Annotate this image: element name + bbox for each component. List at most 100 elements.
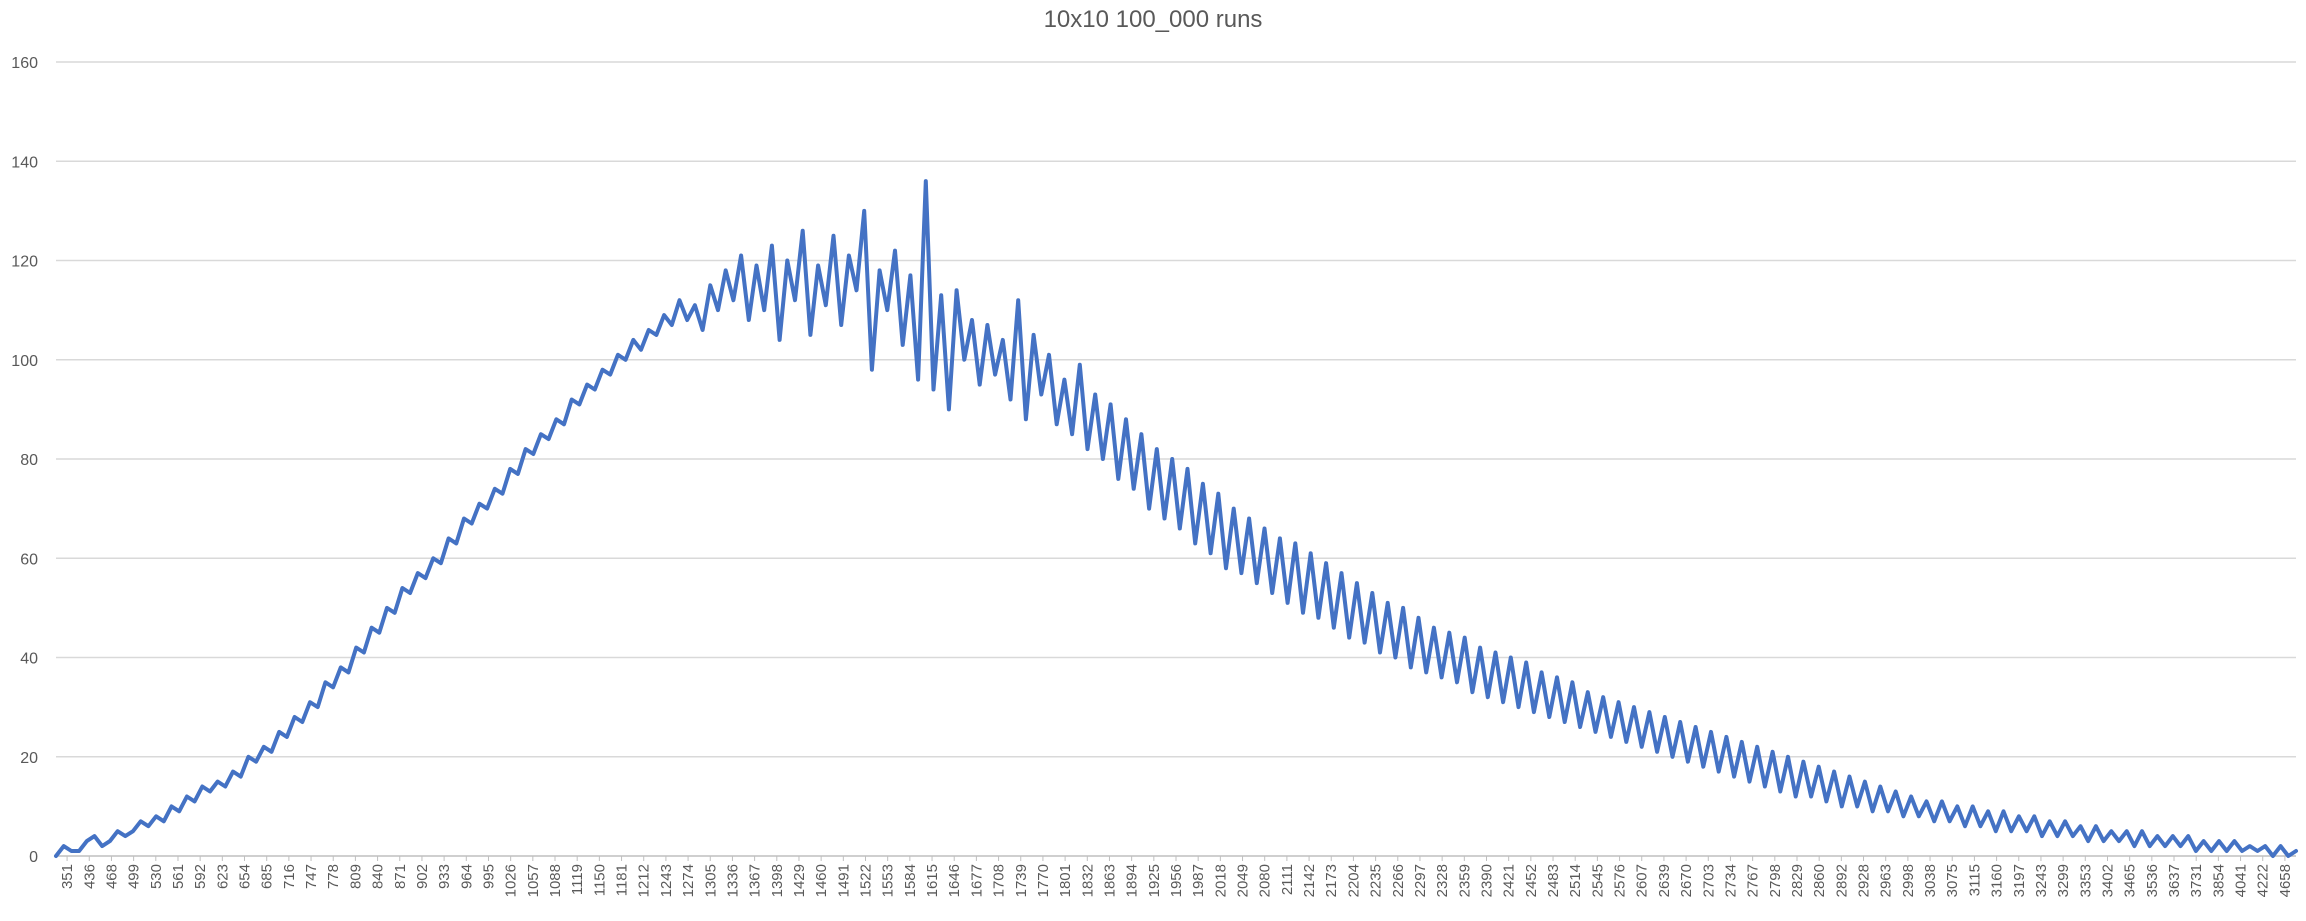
- x-tick-label: 1181: [614, 864, 631, 896]
- x-tick-label: 4222: [2255, 864, 2272, 897]
- x-tick-label: 3402: [2099, 864, 2116, 897]
- x-tick-label: 1026: [503, 864, 520, 897]
- x-tick-label: 1987: [1190, 864, 1207, 897]
- x-tick-label: 809: [347, 864, 364, 889]
- x-tick-label: 840: [370, 864, 387, 889]
- x-tick-label: 1646: [946, 864, 963, 897]
- x-tick-label: 1150: [591, 864, 608, 896]
- y-tick-label: 40: [20, 651, 38, 668]
- x-tick-label: 1708: [991, 864, 1008, 897]
- x-tick-label: 1522: [858, 864, 875, 897]
- x-tick-label: 2514: [1567, 864, 1584, 897]
- x-tick-label: 2452: [1523, 864, 1540, 897]
- x-tick-label: 623: [214, 864, 231, 889]
- x-tick-label: 3160: [1989, 864, 2006, 897]
- x-tick-label: 1677: [968, 864, 985, 897]
- x-tick-label: 4658: [2277, 864, 2294, 897]
- x-tick-label: 2998: [1900, 864, 1917, 897]
- x-tick-label: 1863: [1101, 864, 1118, 897]
- x-tick-label: 1429: [791, 864, 808, 897]
- x-tick-label: 2545: [1589, 864, 1606, 897]
- x-tick-label: 3353: [2077, 864, 2094, 897]
- x-tick-label: 3536: [2144, 864, 2161, 897]
- x-tick-label: 2798: [1767, 864, 1784, 897]
- x-tick-label: 2639: [1656, 864, 1673, 897]
- x-tick-label: 964: [458, 864, 475, 889]
- x-tick-label: 2963: [1878, 864, 1895, 897]
- x-tick-label: 1770: [1035, 864, 1052, 897]
- x-tick-label: 778: [325, 864, 342, 889]
- x-tick-label: 2483: [1545, 864, 1562, 897]
- x-tick-label: 2860: [1811, 864, 1828, 897]
- y-tick-label: 140: [11, 154, 38, 171]
- chart-title: 10x10 100_000 runs: [1043, 6, 1263, 33]
- x-tick-label: 2297: [1412, 864, 1429, 897]
- y-tick-label: 20: [20, 750, 38, 767]
- x-tick-label: 2359: [1456, 864, 1473, 897]
- x-tick-label: 3465: [2122, 864, 2139, 897]
- x-tick-label: 3115: [1966, 864, 1983, 896]
- x-tick-label: 933: [436, 864, 453, 889]
- x-tick-label: 2703: [1700, 864, 1717, 897]
- x-tick-label: 2328: [1434, 864, 1451, 897]
- x-tick-label: 2049: [1235, 864, 1252, 897]
- x-tick-label: 1367: [747, 864, 764, 897]
- x-tick-label: 1615: [924, 864, 941, 897]
- x-tick-label: 2421: [1501, 864, 1518, 897]
- x-tick-label: 1584: [902, 864, 919, 897]
- x-tick-label: 1212: [636, 864, 653, 897]
- x-tick-label: 2576: [1612, 864, 1629, 897]
- x-tick-label: 2767: [1745, 864, 1762, 897]
- x-tick-label: 1925: [1146, 864, 1163, 897]
- x-tick-label: 3075: [1944, 864, 1961, 897]
- x-tick-label: 654: [237, 864, 254, 889]
- x-tick-label: 1057: [525, 864, 542, 897]
- x-tick-label: 3731: [2188, 864, 2205, 897]
- x-tick-label: 436: [81, 864, 98, 889]
- x-tick-label: 2142: [1301, 864, 1318, 897]
- x-tick-label: 2670: [1678, 864, 1695, 897]
- x-tick-label: 1336: [724, 864, 741, 897]
- y-tick-label: 60: [20, 551, 38, 568]
- x-tick-label: 3299: [2055, 864, 2072, 897]
- x-tick-label: 468: [103, 864, 120, 889]
- x-tick-label: 3243: [2033, 864, 2050, 897]
- x-tick-label: 2235: [1368, 864, 1385, 897]
- x-tick-label: 747: [303, 864, 320, 889]
- x-tick-label: 1894: [1124, 864, 1141, 897]
- y-tick-label: 80: [20, 452, 38, 469]
- x-tick-label: 4041: [2233, 864, 2250, 897]
- x-tick-label: 1305: [702, 864, 719, 897]
- x-tick-label: 351: [59, 864, 76, 889]
- x-tick-label: 2111: [1279, 864, 1296, 895]
- x-tick-label: 716: [281, 864, 298, 889]
- x-tick-label: 1832: [1079, 864, 1096, 897]
- x-tick-label: 3038: [1922, 864, 1939, 897]
- x-tick-label: 3197: [2011, 864, 2028, 897]
- x-tick-label: 1398: [769, 864, 786, 897]
- x-tick-label: 1274: [680, 864, 697, 897]
- x-tick-label: 2173: [1323, 864, 1340, 897]
- y-tick-label: 120: [11, 254, 38, 271]
- y-tick-label: 0: [29, 849, 38, 866]
- x-tick-label: 2928: [1856, 864, 1873, 897]
- x-tick-label: 561: [170, 864, 187, 889]
- x-tick-label: 685: [259, 864, 276, 889]
- y-tick-label: 100: [11, 353, 38, 370]
- x-tick-label: 2829: [1789, 864, 1806, 897]
- x-tick-label: 1491: [835, 864, 852, 897]
- x-tick-label: 1553: [880, 864, 897, 897]
- x-tick-label: 3637: [2166, 864, 2183, 897]
- x-tick-label: 1460: [813, 864, 830, 897]
- y-tick-label: 160: [11, 55, 38, 72]
- x-tick-label: 499: [126, 864, 143, 889]
- x-tick-label: 2266: [1390, 864, 1407, 897]
- x-tick-label: 2734: [1722, 864, 1739, 897]
- x-tick-label: 1956: [1168, 864, 1185, 897]
- x-tick-label: 871: [392, 864, 409, 889]
- x-tick-label: 2018: [1212, 864, 1229, 897]
- x-tick-label: 902: [414, 864, 431, 889]
- x-tick-label: 2607: [1634, 864, 1651, 897]
